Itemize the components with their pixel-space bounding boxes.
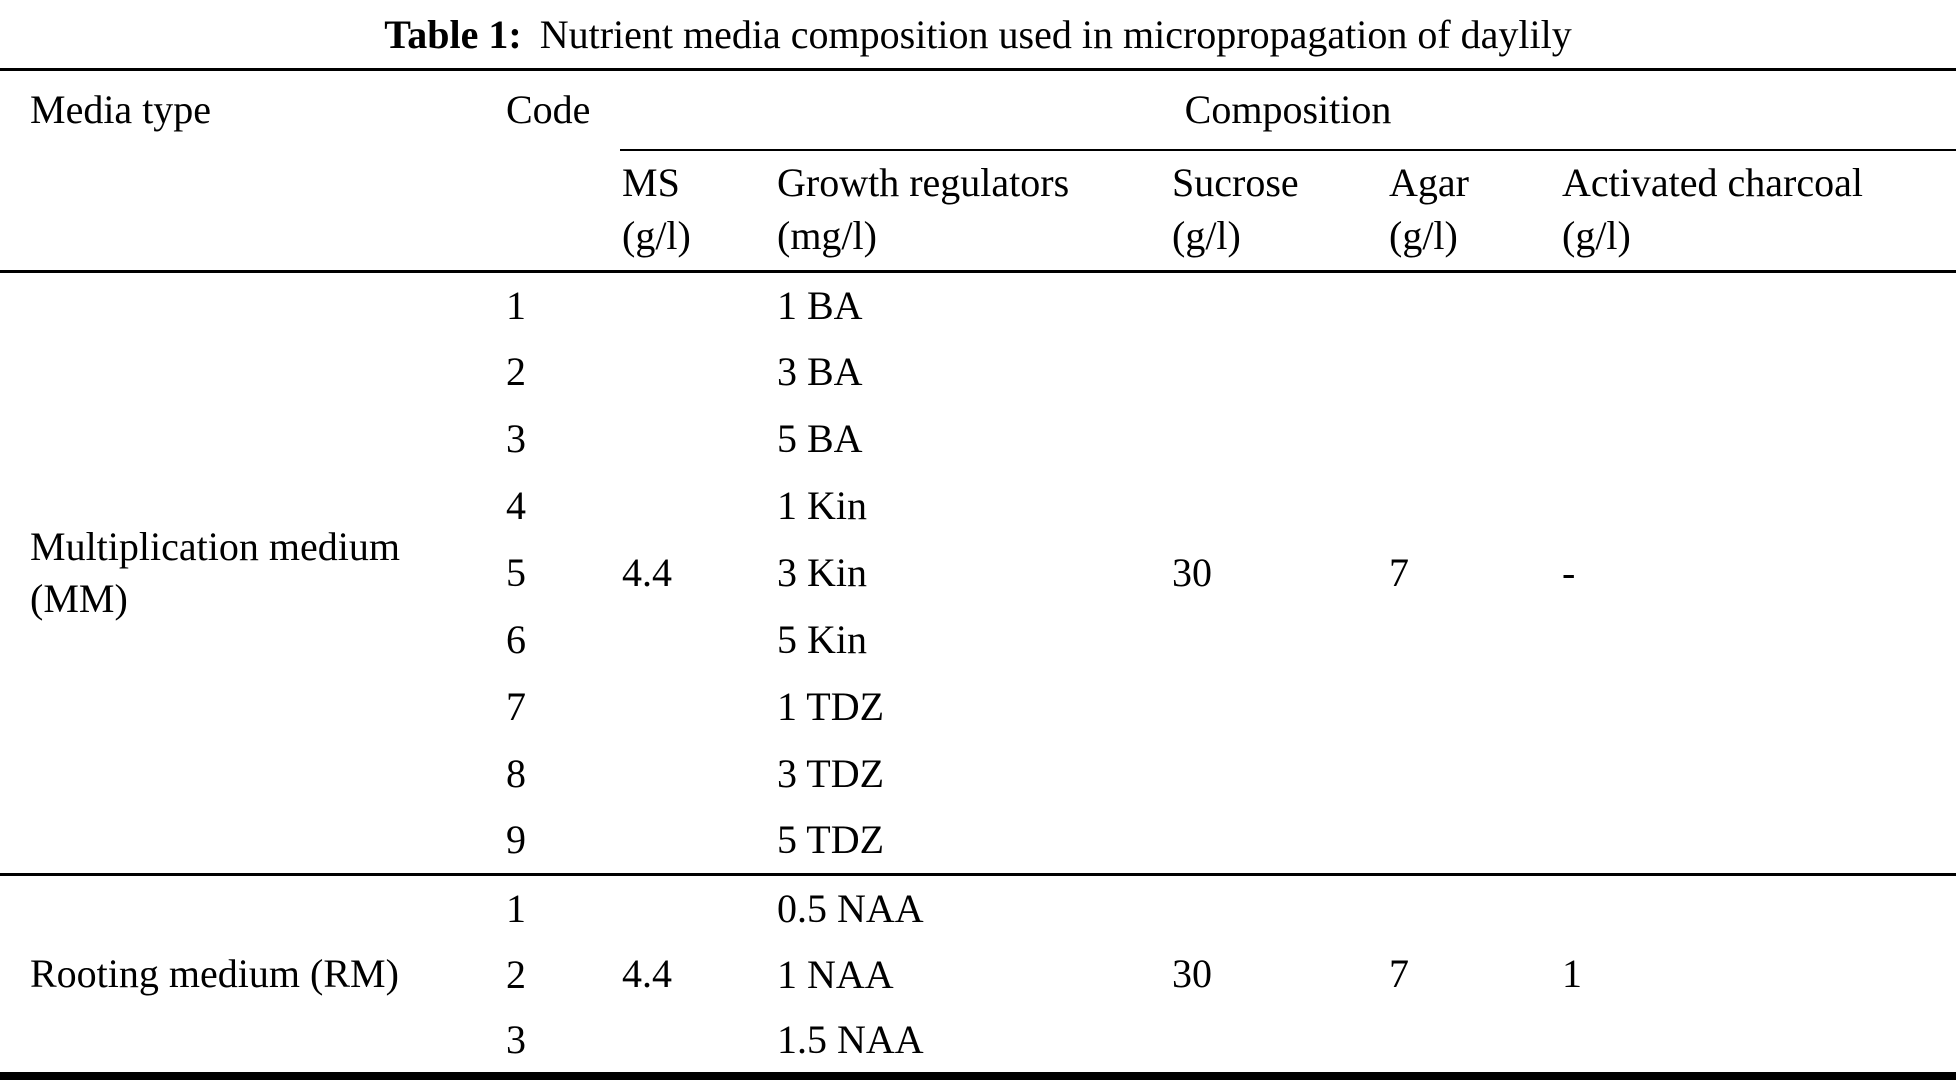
table-row: Rooting medium (RM) 1 4.4 0.5 NAA 30 7 1 [0, 873, 1956, 1076]
table-row: 9 5 TDZ [0, 808, 1956, 875]
cell-code: 1 [500, 873, 620, 942]
table-row: 8 3 TDZ [0, 741, 1956, 808]
table-header: Media type Code Composition MS (g/l) Gro… [0, 69, 1956, 273]
cell-agar: 7 [1385, 873, 1560, 1076]
cell-growth-regulator: 1 NAA [777, 952, 894, 997]
header-row-top: Media type Code Composition [0, 69, 1956, 151]
cell-growth-regulator: 0.5 NAA [775, 873, 1170, 942]
cell-media-type: Rooting medium (RM) [0, 873, 500, 1076]
header-spacer-code [500, 149, 620, 273]
cell-agar: 7 [1389, 550, 1409, 595]
col-header-agar: Agar (g/l) [1385, 149, 1560, 273]
table-row: 6 5 Kin [0, 607, 1956, 674]
header-spacer-media-type [0, 149, 500, 273]
col-header-sucrose-line2: (g/l) [1172, 213, 1241, 259]
cell-growth-regulator: 1 BA [777, 282, 863, 328]
cell-growth-regulator: 5 Kin [777, 617, 867, 662]
table-caption-text: Nutrient media composition used in micro… [539, 11, 1572, 57]
col-header-charcoal-line1: Activated charcoal [1562, 160, 1863, 206]
cell-code: 8 [506, 751, 526, 796]
table-row: 3 5 BA [0, 406, 1956, 473]
col-header-media-type: Media type [30, 87, 212, 133]
cell-growth-regulator: 3 BA [777, 349, 863, 394]
table-row: 4 1 Kin [0, 473, 1956, 540]
cell-code: 3 [506, 416, 526, 461]
cell-code: 5 [506, 550, 526, 595]
cell-ms: 4.4 [620, 873, 775, 1076]
cell-code: 2 [506, 952, 526, 997]
group-rooting-medium: Rooting medium (RM) 1 4.4 0.5 NAA 30 7 1… [0, 873, 1956, 1076]
cell-activated-charcoal: 1 [1560, 873, 1956, 1076]
col-header-ms-line1: MS [622, 160, 680, 206]
col-header-ms-line2: (g/l) [622, 213, 691, 259]
cell-sucrose: 30 [1172, 550, 1212, 595]
col-header-activated-charcoal: Activated charcoal (g/l) [1560, 149, 1956, 273]
col-header-charcoal-line2: (g/l) [1562, 213, 1631, 259]
cell-growth-regulator: 5 BA [777, 416, 863, 461]
group-multiplication-medium: Multiplication medium (MM) 1 4.4 1 BA 30… [0, 272, 1956, 875]
col-header-growth-line2: (mg/l) [777, 213, 877, 259]
table-caption: Table 1: Nutrient media composition used… [0, 0, 1956, 68]
col-header-growth-line1: Growth regulators [777, 160, 1070, 206]
table-row: 3 1.5 NAA [0, 1009, 1956, 1076]
col-header-sucrose: Sucrose (g/l) [1170, 149, 1385, 273]
table-row: 2 1 NAA [0, 942, 1956, 1009]
cell-code: 3 [506, 1017, 526, 1062]
cell-growth-regulator: 1.5 NAA [777, 1017, 924, 1062]
col-header-sucrose-line1: Sucrose [1172, 160, 1299, 206]
col-header-ms: MS (g/l) [620, 149, 775, 273]
cell-growth-regulator: 5 TDZ [777, 817, 885, 863]
col-header-growth-regulators: Growth regulators (mg/l) [775, 149, 1170, 273]
cell-sucrose: 30 [1170, 873, 1385, 1076]
nutrient-media-table: Media type Code Composition MS (g/l) Gro… [0, 68, 1956, 1080]
col-header-code: Code [506, 87, 591, 133]
cell-activated-charcoal: - [1562, 550, 1576, 595]
table-row: Multiplication medium (MM) 1 4.4 1 BA 30… [0, 272, 1956, 621]
cell-code: 1 [506, 282, 526, 328]
cell-growth-regulator: 1 TDZ [777, 684, 885, 729]
table-row: 7 1 TDZ [0, 674, 1956, 741]
cell-growth-regulator: 1 Kin [777, 483, 867, 528]
cell-code: 9 [506, 817, 526, 863]
table-row: 2 3 BA [0, 339, 1956, 406]
cell-code: 2 [506, 349, 526, 394]
cell-code: 7 [506, 684, 526, 729]
col-header-agar-line1: Agar [1389, 160, 1469, 206]
col-header-agar-line2: (g/l) [1389, 213, 1458, 259]
cell-growth-regulator: 3 TDZ [777, 751, 885, 796]
cell-code: 6 [506, 617, 526, 662]
cell-code: 4 [506, 483, 526, 528]
table-row: 5 3 Kin [0, 540, 1956, 607]
table-caption-label: Table 1: [384, 11, 522, 57]
col-header-composition: Composition [620, 69, 1956, 151]
cell-media-type: Multiplication medium (MM) [30, 524, 400, 621]
header-row-sub: MS (g/l) Growth regulators (mg/l) Sucros… [0, 149, 1956, 273]
cell-growth-regulator: 3 Kin [777, 550, 867, 595]
cell-ms: 4.4 [622, 550, 672, 595]
